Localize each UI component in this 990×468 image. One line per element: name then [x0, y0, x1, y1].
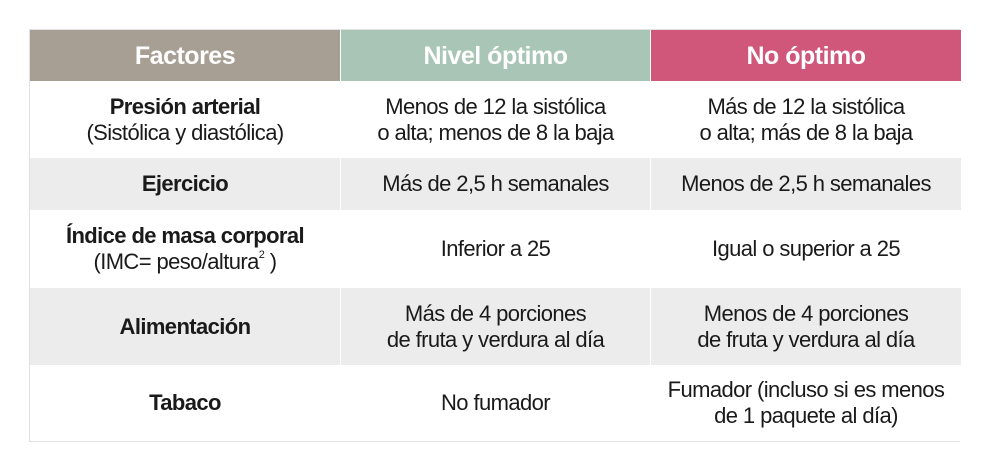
- cell-line: Fumador (incluso si es menos: [667, 377, 945, 402]
- factor-title: Alimentación: [119, 313, 252, 339]
- factor-title: Índice de masa corporal: [65, 223, 305, 248]
- cell-line: de 1 paquete al día): [714, 403, 898, 428]
- factor-title: Ejercicio: [141, 171, 229, 196]
- header-factors: Factores: [30, 30, 341, 81]
- non-optimal-exercise: Menos de 2,5 h semanales: [651, 158, 961, 210]
- cell-line: o alta; menos de 8 la baja: [377, 119, 614, 145]
- bmi-formula: (IMC= peso/altura: [93, 249, 259, 274]
- risk-factors-table: Factores Nivel óptimo No óptimo Presión …: [29, 29, 961, 442]
- optimal-diet: Más de 4 porciones de fruta y verdura al…: [341, 288, 651, 365]
- factor-subtitle: (Sistólica y diastólica): [86, 119, 284, 145]
- factor-title: Tabaco: [149, 390, 221, 415]
- squared-superscript: 2: [258, 248, 265, 261]
- header-optimal-label: Nivel óptimo: [423, 41, 568, 70]
- factor-diet: Alimentación: [30, 288, 341, 365]
- cell-line: de fruta y verdura al día: [697, 326, 915, 352]
- factor-bmi: Índice de masa corporal (IMC= peso/altur…: [30, 210, 341, 288]
- cell-line: Menos de 4 porciones: [703, 300, 909, 326]
- optimal-bmi: Inferior a 25: [341, 210, 651, 288]
- cell-line: o alta; más de 8 la baja: [699, 119, 913, 145]
- cell-line: Menos de 12 la sistólica: [385, 93, 606, 119]
- factor-subtitle: (IMC= peso/altura2 ): [93, 248, 277, 275]
- optimal-tobacco: No fumador: [341, 365, 651, 441]
- cell-line: Más de 2,5 h semanales: [382, 171, 609, 196]
- factor-exercise: Ejercicio: [30, 158, 341, 210]
- optimal-blood-pressure: Menos de 12 la sistólica o alta; menos d…: [341, 81, 651, 158]
- non-optimal-diet: Menos de 4 porciones de fruta y verdura …: [651, 288, 961, 365]
- header-factors-label: Factores: [134, 41, 236, 70]
- cell-line: Inferior a 25: [440, 236, 551, 261]
- factor-tobacco: Tabaco: [30, 365, 341, 441]
- non-optimal-bmi: Igual o superior a 25: [651, 210, 961, 288]
- cell-line: de fruta y verdura al día: [386, 326, 605, 352]
- optimal-exercise: Más de 2,5 h semanales: [341, 158, 651, 210]
- non-optimal-tobacco: Fumador (incluso si es menos de 1 paquet…: [651, 365, 961, 441]
- cell-line: Más de 12 la sistólica: [707, 93, 905, 119]
- cell-line: Más de 4 porciones: [404, 300, 587, 326]
- header-non-optimal-label: No óptimo: [746, 41, 866, 70]
- header-non-optimal: No óptimo: [651, 30, 961, 81]
- header-optimal: Nivel óptimo: [341, 30, 651, 81]
- factor-blood-pressure: Presión arterial (Sistólica y diastólica…: [30, 81, 341, 158]
- cell-line: Menos de 2,5 h semanales: [681, 171, 931, 196]
- cell-line: No fumador: [441, 390, 551, 415]
- bmi-formula-end: ): [264, 249, 277, 274]
- non-optimal-blood-pressure: Más de 12 la sistólica o alta; más de 8 …: [651, 81, 961, 158]
- factor-title: Presión arterial: [109, 93, 261, 119]
- cell-line: Igual o superior a 25: [712, 236, 901, 261]
